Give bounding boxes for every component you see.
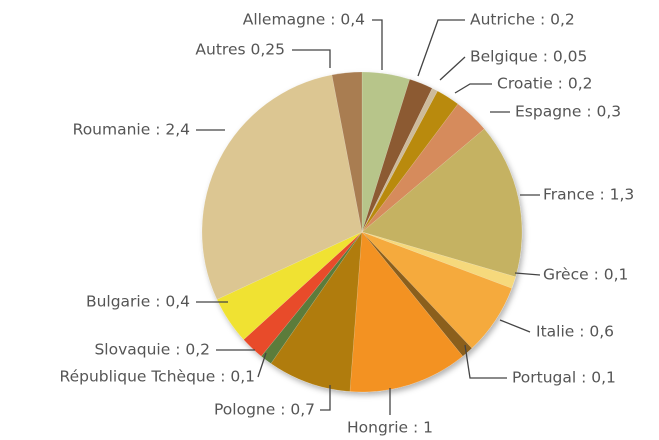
slice-label: République Tchèque : 0,1 [60,368,256,386]
slice-label: Belgique : 0,05 [470,48,587,66]
pie-slice [201,74,363,300]
slice-label: Italie : 0,6 [536,323,614,341]
slice-label: Slovaquie : 0,2 [94,341,210,359]
slice-label: Croatie : 0,2 [497,75,592,93]
slice-label: Espagne : 0,3 [515,103,621,121]
labels: Allemagne : 0,4 Autriche : 0,2 Belgique : … [60,11,635,437]
slice-label: Hongrie : 1 [347,419,433,437]
slice-label: Pologne : 0,7 [214,401,315,419]
leader-line [417,19,465,77]
leader-line [257,352,267,378]
leader-line [464,344,507,379]
pie-slice [270,231,363,392]
slice-label: Autriche : 0,2 [470,11,575,29]
slice-label: Autres 0,25 [195,41,285,59]
leader-line [439,56,466,81]
leader-line [499,319,531,333]
pie-slice [361,128,523,278]
slice-label: Grèce : 0,1 [543,266,628,284]
pie [201,71,523,393]
slice-label: Bulgarie : 0,4 [86,293,190,311]
slice-label: Roumanie : 2,4 [73,121,190,139]
leader-line [372,19,383,70]
slice-label: Portugal : 0,1 [512,369,616,387]
leader-line [292,49,331,68]
slice-label: Allemagne : 0,4 [243,11,365,29]
pie-slice [349,231,464,393]
slice-label: France : 1,3 [543,186,634,204]
pie-slice [331,71,363,233]
leader-line [514,272,541,276]
leader-line [320,385,331,411]
leader-line [454,83,492,94]
